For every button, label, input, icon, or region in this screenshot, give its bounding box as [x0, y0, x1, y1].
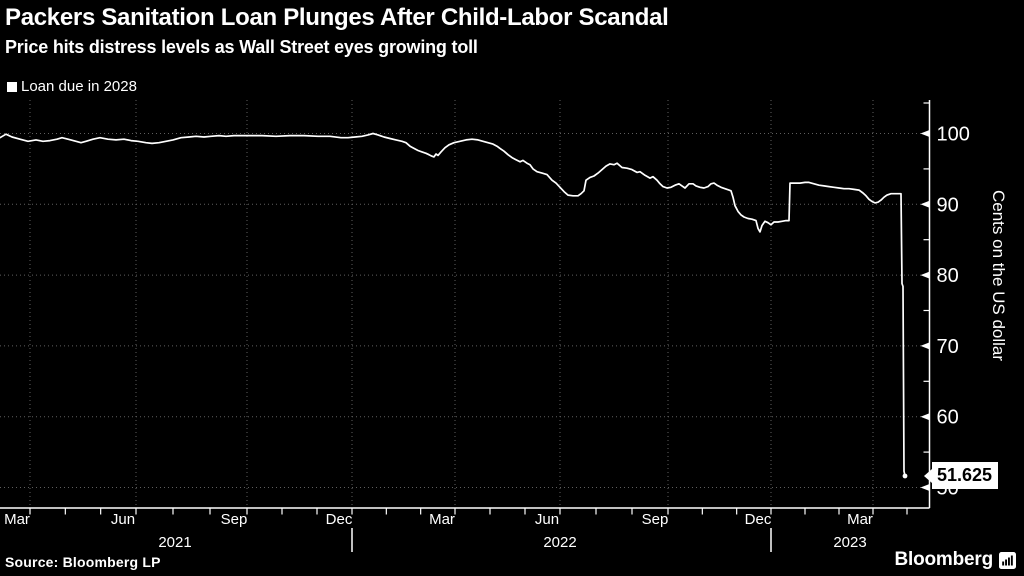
last-point-dot: [902, 473, 908, 479]
legend: Loan due in 2028: [7, 78, 137, 95]
x-month-label: Sep: [642, 511, 669, 528]
x-month-label: Jun: [535, 511, 559, 528]
source-note: Source: Bloomberg LP: [5, 554, 161, 570]
x-year-label: 2023: [833, 534, 866, 551]
legend-label: Loan due in 2028: [21, 78, 137, 95]
x-month-label: Sep: [221, 511, 248, 528]
bloomberg-wordmark: Bloomberg: [894, 549, 994, 570]
bloomberg-logo: Bloomberg: [895, 549, 1016, 571]
price-line: [0, 132, 906, 477]
y-tick-label: 80: [937, 265, 959, 287]
x-month-label: Mar: [4, 511, 30, 528]
y-major-tick: [920, 342, 930, 350]
chart-subtitle: Price hits distress levels as Wall Stree…: [5, 37, 478, 57]
y-major-tick: [920, 484, 930, 491]
bloomberg-terminal-icon: [999, 551, 1016, 569]
y-major-tick: [920, 130, 930, 137]
legend-marker: [7, 81, 17, 92]
x-month-label: Mar: [429, 511, 455, 528]
chart-title: Packers Sanitation Loan Plunges After Ch…: [5, 4, 669, 31]
y-major-tick: [920, 200, 930, 208]
y-tick-label: 100: [937, 124, 970, 146]
x-year-label: 2021: [158, 534, 191, 551]
y-major-tick: [920, 271, 930, 279]
x-month-label: Jun: [111, 511, 135, 528]
x-year-label: 2022: [543, 534, 576, 551]
last-price-value: 51.625: [937, 465, 993, 486]
x-month-label: Dec: [745, 511, 772, 528]
x-month-label: Dec: [326, 511, 353, 528]
y-tick-label: 70: [937, 336, 959, 358]
x-month-label: Mar: [847, 511, 873, 528]
last-price-badge: 51.625: [923, 462, 999, 490]
y-tick-label: 60: [937, 407, 959, 429]
y-major-tick: [920, 413, 930, 421]
y-axis-title: Cents on the US dollar: [989, 190, 1008, 362]
y-tick-label: 90: [937, 194, 959, 216]
